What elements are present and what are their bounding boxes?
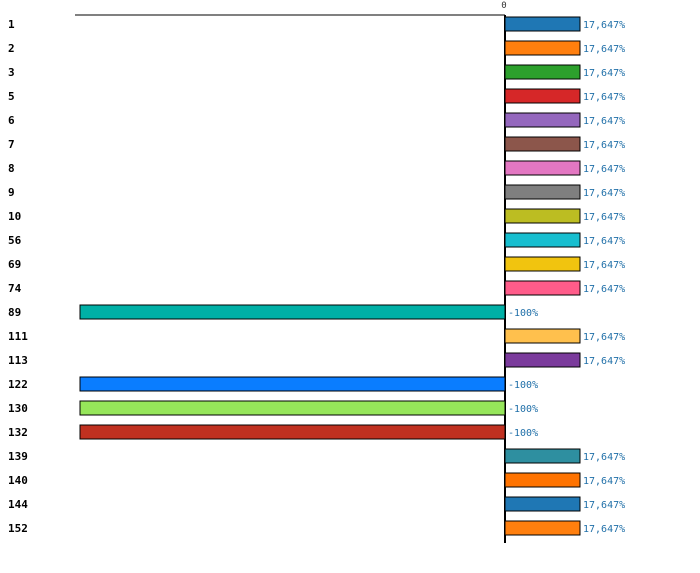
- value-labels: 17,647% 17,647% 17,647% 17,647% 17,647% 17,64…: [508, 20, 625, 535]
- chart-bars: [79, 16, 581, 536]
- value-label: 17,647%: [583, 476, 625, 487]
- value-label: 17,647%: [583, 212, 625, 223]
- bar: [504, 184, 581, 200]
- category-label: 74: [8, 282, 22, 295]
- value-label: -100%: [508, 380, 538, 391]
- value-label: 17,647%: [583, 284, 625, 295]
- value-label: 17,647%: [583, 164, 625, 175]
- bar: [504, 496, 581, 512]
- value-label: 17,647%: [583, 188, 625, 199]
- value-label: -100%: [508, 308, 538, 319]
- bar: [504, 232, 581, 248]
- category-label: 130: [8, 402, 28, 415]
- bar: [79, 424, 506, 440]
- zero-tick-label: 0: [501, 1, 506, 11]
- value-label: 17,647%: [583, 500, 625, 511]
- category-label: 140: [8, 474, 28, 487]
- bar: [504, 208, 581, 224]
- category-label: 2: [8, 42, 15, 55]
- category-label: 144: [8, 498, 28, 511]
- bar: [504, 40, 581, 56]
- category-label: 9: [8, 186, 15, 199]
- bar: [79, 376, 506, 392]
- value-label: 17,647%: [583, 260, 625, 271]
- value-label: 17,647%: [583, 356, 625, 367]
- value-label: 17,647%: [583, 332, 625, 343]
- category-label: 8: [8, 162, 15, 175]
- chart-axes: 0: [75, 1, 507, 543]
- bar: [504, 16, 581, 32]
- category-label: 132: [8, 426, 28, 439]
- category-label: 7: [8, 138, 15, 151]
- bar: [504, 256, 581, 272]
- bar: [504, 160, 581, 176]
- bar: [79, 400, 506, 416]
- bar: [504, 136, 581, 152]
- value-label: 17,647%: [583, 140, 625, 151]
- value-label: 17,647%: [583, 44, 625, 55]
- category-label: 3: [8, 66, 15, 79]
- bar: [504, 112, 581, 128]
- category-label: 113: [8, 354, 28, 367]
- value-label: -100%: [508, 404, 538, 415]
- category-label: 1: [8, 18, 15, 31]
- bar: [504, 64, 581, 80]
- value-label: 17,647%: [583, 68, 625, 79]
- bar: [504, 472, 581, 488]
- category-label: 69: [8, 258, 21, 271]
- value-label: 17,647%: [583, 92, 625, 103]
- value-label: 17,647%: [583, 20, 625, 31]
- bar: [79, 304, 506, 320]
- category-label: 5: [8, 90, 15, 103]
- category-label: 152: [8, 522, 28, 535]
- category-label: 139: [8, 450, 28, 463]
- category-label: 111: [8, 330, 28, 343]
- category-labels: 1235678910566974891111131221301321391401…: [8, 18, 28, 535]
- value-label: 17,647%: [583, 524, 625, 535]
- bar: [504, 280, 581, 296]
- bar: [504, 352, 581, 368]
- value-label: 17,647%: [583, 452, 625, 463]
- value-label: 17,647%: [583, 236, 625, 247]
- category-label: 56: [8, 234, 22, 247]
- category-label: 6: [8, 114, 15, 127]
- bar: [504, 520, 581, 536]
- value-label: -100%: [508, 428, 538, 439]
- category-label: 10: [8, 210, 21, 223]
- value-label: 17,647%: [583, 116, 625, 127]
- category-label: 122: [8, 378, 28, 391]
- bar: [504, 88, 581, 104]
- bar: [504, 328, 581, 344]
- bar: [504, 448, 581, 464]
- category-label: 89: [8, 306, 21, 319]
